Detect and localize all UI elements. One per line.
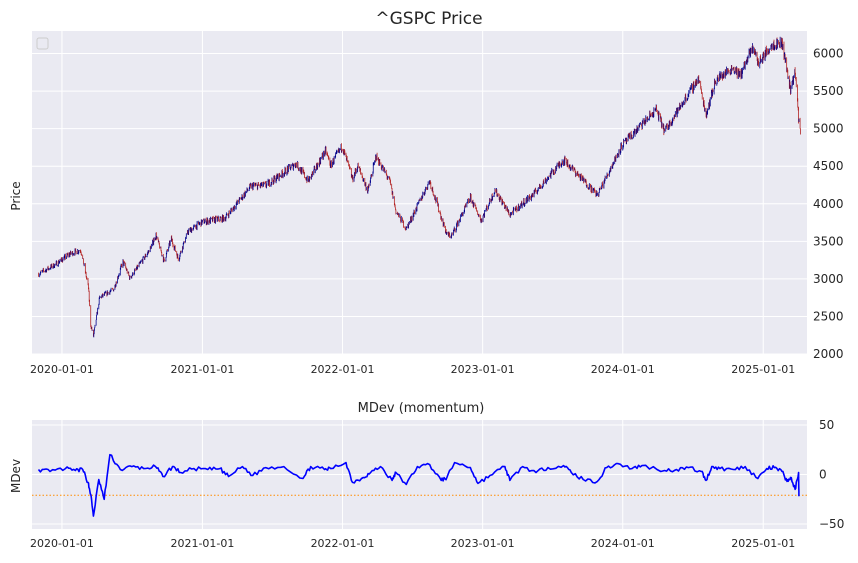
price-y-axis-label: Price (9, 181, 23, 210)
momentum-x-tick-labels: 2020-01-01 2021-01-01 2022-01-01 2023-01-01… (30, 537, 795, 550)
price-y-tick-label: 3000 (813, 272, 844, 286)
legend-box (36, 37, 49, 50)
price-x-tick-label: 2022-01-01 (311, 363, 375, 376)
momentum-gridlines (32, 420, 807, 529)
momentum-y-axis-label: MDev (9, 459, 23, 493)
momentum-x-tick-label: 2024-01-01 (591, 537, 655, 550)
momentum-y-tick-labels: −50 0 50 (819, 418, 844, 531)
price-y-tick-labels: 2000 2500 3000 3500 4000 4500 5000 5500 6000 (813, 47, 844, 361)
price-plot-background (32, 31, 807, 354)
momentum-x-tick-label: 2021-01-01 (170, 537, 234, 550)
momentum-y-tick-label: −50 (819, 517, 844, 531)
price-gridlines (32, 31, 807, 355)
price-y-tick-label: 4000 (813, 197, 844, 211)
price-x-tick-label: 2020-01-01 (30, 363, 94, 376)
price-y-tick-label: 2500 (813, 309, 844, 323)
momentum-x-tick-label: 2022-01-01 (311, 537, 375, 550)
price-x-tick-labels: 2020-01-01 2021-01-01 2022-01-01 2023-01-01… (30, 363, 795, 376)
price-y-tick-label: 5000 (813, 122, 844, 136)
price-y-tick-label: 6000 (813, 47, 844, 61)
momentum-x-tick-label: 2025-01-01 (731, 537, 795, 550)
momentum-x-tick-label: 2023-01-01 (451, 537, 515, 550)
price-candles (38, 36, 801, 338)
price-y-tick-label: 5500 (813, 84, 844, 98)
momentum-y-tick-label: 50 (819, 418, 834, 432)
momentum-chart-title: MDev (momentum) (358, 401, 485, 416)
price-x-tick-label: 2023-01-01 (451, 363, 515, 376)
momentum-series-line (37, 453, 800, 517)
momentum-x-tick-label: 2020-01-01 (30, 537, 94, 550)
price-y-tick-label: 3500 (813, 234, 844, 248)
price-x-tick-label: 2024-01-01 (591, 363, 655, 376)
price-x-tick-label: 2021-01-01 (170, 363, 234, 376)
price-chart-title: ^GSPC Price (375, 9, 482, 29)
price-y-tick-label: 4500 (813, 159, 844, 173)
momentum-y-tick-label: 0 (819, 468, 827, 482)
price-panel: 2000 2500 3000 3500 4000 4500 5000 5500 6000 202… (9, 9, 844, 376)
price-y-tick-label: 2000 (813, 347, 844, 361)
price-x-tick-label: 2025-01-01 (731, 363, 795, 376)
